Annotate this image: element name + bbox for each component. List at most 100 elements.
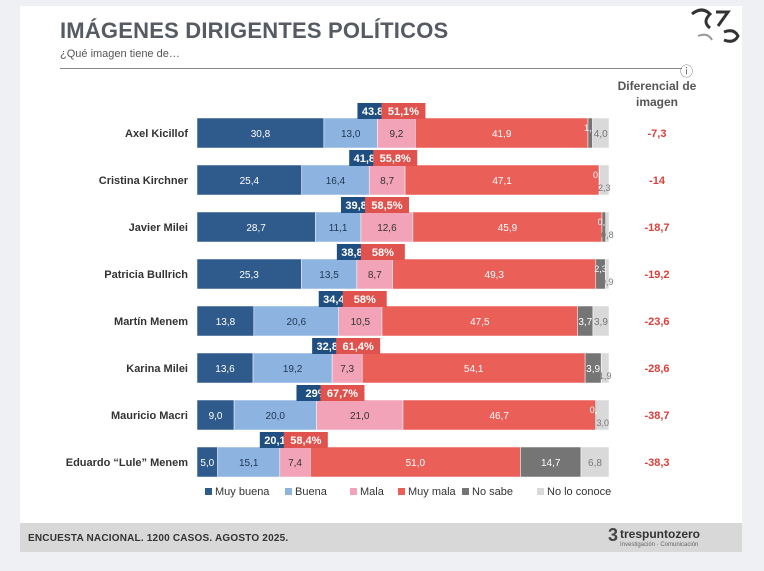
bar-segment	[605, 211, 610, 243]
data-label: 13,6	[215, 364, 235, 375]
category-label: Axel Kicillof	[125, 128, 188, 140]
bar-segment	[196, 258, 302, 290]
bar-segment	[196, 352, 254, 384]
data-label: 3,7	[578, 317, 592, 328]
data-label: 20,6	[287, 317, 307, 328]
bar-segment	[300, 258, 358, 290]
data-label: 2,3	[594, 264, 607, 274]
category-label: Martín Menem	[114, 316, 188, 328]
bar-segment	[316, 399, 404, 431]
bar-segment	[392, 258, 597, 290]
legend-label: Mala	[360, 486, 385, 498]
data-label: 10,5	[351, 317, 371, 328]
legend-label: Buena	[295, 486, 328, 498]
legend-label: No sabe	[472, 486, 513, 498]
data-label: 7,3	[340, 364, 354, 375]
data-label: 28,7	[246, 223, 266, 234]
data-label: 47,1	[492, 176, 512, 187]
diferencial-value: -19,2	[644, 269, 669, 281]
data-label: 47,5	[470, 317, 490, 328]
bar-segment	[605, 258, 610, 290]
corner-logo-icon	[691, 8, 740, 43]
bar-segment	[580, 446, 610, 478]
negative-total-box	[381, 103, 426, 119]
negative-total-box	[364, 197, 409, 213]
legend-label: Muy buena	[215, 486, 270, 498]
data-label: 13,5	[319, 270, 339, 281]
title-divider	[60, 68, 682, 69]
data-label: 3,9	[586, 364, 600, 375]
negative-total-label: 58,4%	[290, 435, 321, 447]
negative-total-label: 61,4%	[343, 341, 374, 353]
bar-segment	[368, 164, 406, 196]
bar-segment	[356, 258, 393, 290]
diferencial-value: -18,7	[644, 222, 669, 234]
negative-total-box	[373, 150, 418, 166]
bar-segment	[412, 211, 603, 243]
data-label: 15,1	[239, 458, 259, 469]
bar-segment	[381, 305, 578, 337]
data-label: 25,3	[239, 270, 259, 281]
data-label: 3,0	[597, 418, 610, 428]
legend-swatch	[205, 488, 212, 495]
data-label: 49,3	[485, 270, 505, 281]
report-card: IMÁGENES DIRIGENTES POLÍTICOS ¿Qué image…	[20, 6, 742, 552]
data-label: 0,8	[601, 230, 614, 240]
bar-segment	[360, 211, 414, 243]
footer-bar: ENCUESTA NACIONAL. 1200 CASOS. AGOSTO 20…	[20, 523, 742, 552]
data-label: 1,1	[584, 123, 597, 133]
data-label: 3,9	[594, 317, 608, 328]
bar-segment	[310, 446, 521, 478]
data-label: 6,8	[588, 458, 602, 469]
spiral-icon: ⓘ	[680, 64, 694, 79]
data-label: 0,9	[598, 217, 611, 227]
stacked-bar-chart: Axel Kicillof 30,8 13,0 9,2 41,91,14,043.8%5…	[66, 103, 670, 498]
data-label: 25,4	[240, 176, 260, 187]
data-label: 21,0	[350, 411, 370, 422]
negative-total-label: 58,5%	[371, 200, 402, 212]
data-label: 41,9	[492, 129, 512, 140]
diferencial-value: -28,6	[644, 363, 669, 375]
negative-total-box	[336, 338, 381, 354]
negative-total-label: 58%	[372, 247, 394, 259]
category-label: Eduardo “Lule” Menem	[66, 457, 188, 469]
data-label: 8,7	[380, 176, 394, 187]
bar-segment	[196, 211, 316, 243]
legend-label: No lo conoce	[547, 486, 611, 498]
negative-total-box	[342, 291, 387, 307]
bar-segment	[301, 164, 370, 196]
data-label: 8,7	[368, 270, 382, 281]
category-label: Patricia Bullrich	[104, 269, 188, 281]
data-label: 54,1	[464, 364, 484, 375]
legend-swatch	[537, 488, 544, 495]
legend-swatch	[285, 488, 292, 495]
bar-segment	[402, 399, 596, 431]
data-label: 0,3	[590, 405, 603, 415]
negative-total-box	[283, 432, 328, 448]
diferencial-value: -14	[649, 175, 666, 187]
bar-segment	[600, 352, 610, 384]
bar-segment	[592, 117, 610, 149]
bar-segment	[233, 399, 317, 431]
bar-segment	[314, 211, 362, 243]
legend-label: Muy mala	[408, 486, 457, 498]
negative-total-label: 55,8%	[380, 153, 411, 165]
brand-name: trespuntozero	[620, 527, 701, 541]
data-label: 51,0	[406, 458, 426, 469]
data-label: 14,7	[541, 458, 561, 469]
negative-total-box	[320, 385, 365, 401]
data-label: 9,0	[209, 411, 223, 422]
data-label: 13,8	[216, 317, 236, 328]
data-label: 1,9	[599, 371, 612, 381]
footer-text: ENCUESTA NACIONAL. 1200 CASOS. AGOSTO 20…	[28, 533, 289, 544]
bar-segment	[361, 352, 586, 384]
data-label: 7,4	[288, 458, 302, 469]
negative-total-label: 58%	[354, 294, 376, 306]
legend-swatch	[398, 488, 405, 495]
brand-tagline: Investigación · Comunicación	[620, 542, 699, 548]
page-title: IMÁGENES DIRIGENTES POLÍTICOS	[60, 18, 449, 43]
data-label: 12,6	[377, 223, 397, 234]
data-label: 16,4	[326, 176, 346, 187]
category-label: Javier Milei	[129, 222, 188, 234]
category-label: Mauricio Macri	[111, 410, 188, 422]
